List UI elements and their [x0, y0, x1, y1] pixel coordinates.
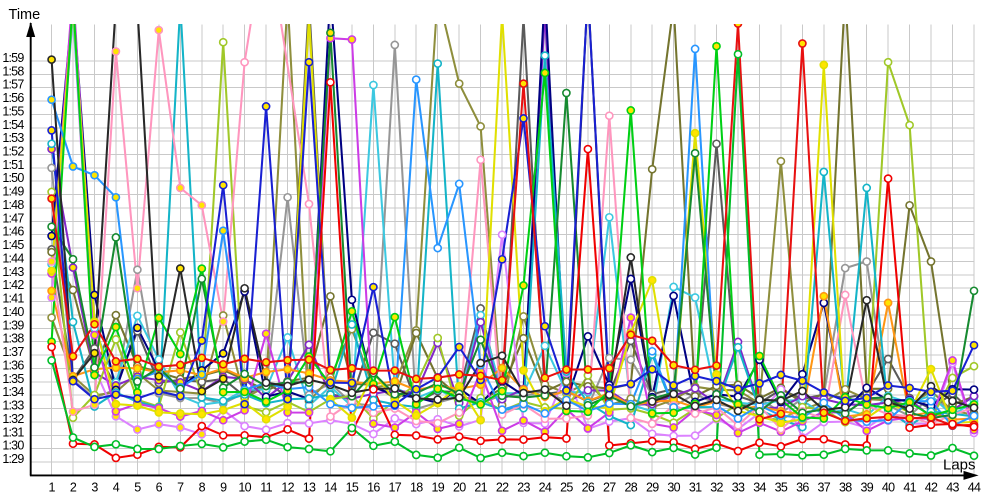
svg-text:40: 40	[882, 481, 895, 495]
svg-text:41: 41	[903, 481, 916, 495]
svg-text:1:57: 1:57	[2, 78, 24, 92]
svg-text:1:39: 1:39	[2, 318, 24, 332]
svg-text:29: 29	[646, 481, 659, 495]
svg-text:11: 11	[260, 481, 272, 495]
svg-text:22: 22	[496, 481, 509, 495]
svg-text:14: 14	[324, 481, 337, 495]
svg-text:31: 31	[689, 481, 702, 495]
svg-text:36: 36	[796, 481, 809, 495]
svg-text:1:56: 1:56	[2, 91, 24, 105]
svg-text:24: 24	[539, 481, 552, 495]
svg-text:Time: Time	[9, 7, 41, 23]
svg-text:37: 37	[818, 481, 831, 495]
svg-text:1:34: 1:34	[2, 385, 24, 399]
svg-text:1:31: 1:31	[2, 425, 24, 439]
svg-text:1: 1	[48, 481, 55, 495]
svg-text:28: 28	[625, 481, 638, 495]
svg-text:Laps: Laps	[943, 457, 976, 474]
svg-text:2: 2	[70, 481, 77, 495]
svg-text:43: 43	[946, 481, 959, 495]
svg-text:1:38: 1:38	[2, 332, 24, 346]
svg-text:33: 33	[732, 481, 745, 495]
svg-text:1:59: 1:59	[2, 51, 24, 65]
svg-text:16: 16	[367, 481, 380, 495]
svg-text:1:42: 1:42	[2, 278, 24, 292]
svg-text:32: 32	[710, 481, 723, 495]
svg-text:1:29: 1:29	[2, 452, 24, 466]
svg-text:1:53: 1:53	[2, 131, 24, 145]
svg-text:1:58: 1:58	[2, 64, 24, 78]
svg-text:1:40: 1:40	[2, 305, 24, 319]
svg-text:18: 18	[410, 481, 423, 495]
svg-text:44: 44	[968, 481, 981, 495]
svg-text:6: 6	[156, 481, 163, 495]
svg-text:9: 9	[220, 481, 227, 495]
svg-text:13: 13	[303, 481, 316, 495]
svg-text:10: 10	[238, 481, 251, 495]
svg-text:1:36: 1:36	[2, 358, 24, 372]
svg-text:1:47: 1:47	[2, 211, 24, 225]
svg-text:27: 27	[603, 481, 616, 495]
svg-text:1:32: 1:32	[2, 412, 24, 426]
svg-text:1:50: 1:50	[2, 171, 24, 185]
svg-text:35: 35	[775, 481, 788, 495]
svg-text:4: 4	[113, 481, 120, 495]
svg-text:20: 20	[453, 481, 466, 495]
svg-text:7: 7	[177, 481, 184, 495]
svg-text:1:52: 1:52	[2, 145, 24, 159]
svg-text:1:48: 1:48	[2, 198, 24, 212]
svg-text:1:44: 1:44	[2, 252, 24, 266]
svg-text:5: 5	[134, 481, 141, 495]
svg-text:38: 38	[839, 481, 852, 495]
svg-text:1:37: 1:37	[2, 345, 24, 359]
svg-text:21: 21	[474, 481, 487, 495]
svg-text:23: 23	[517, 481, 530, 495]
svg-text:8: 8	[199, 481, 206, 495]
svg-text:1:35: 1:35	[2, 372, 24, 386]
svg-text:39: 39	[860, 481, 873, 495]
svg-text:1:41: 1:41	[2, 292, 24, 306]
svg-text:1:30: 1:30	[2, 439, 24, 453]
svg-text:30: 30	[667, 481, 680, 495]
svg-text:15: 15	[346, 481, 359, 495]
svg-text:1:33: 1:33	[2, 399, 24, 413]
svg-text:26: 26	[582, 481, 595, 495]
svg-text:34: 34	[753, 481, 766, 495]
svg-text:1:54: 1:54	[2, 118, 24, 132]
svg-text:1:45: 1:45	[2, 238, 24, 252]
svg-text:42: 42	[925, 481, 938, 495]
svg-text:1:46: 1:46	[2, 225, 24, 239]
svg-text:1:51: 1:51	[2, 158, 24, 172]
svg-text:19: 19	[431, 481, 444, 495]
svg-text:12: 12	[281, 481, 294, 495]
svg-text:3: 3	[91, 481, 98, 495]
svg-text:17: 17	[389, 481, 402, 495]
svg-text:1:43: 1:43	[2, 265, 24, 279]
svg-text:1:49: 1:49	[2, 185, 24, 199]
svg-text:1:55: 1:55	[2, 104, 24, 118]
svg-text:25: 25	[560, 481, 573, 495]
